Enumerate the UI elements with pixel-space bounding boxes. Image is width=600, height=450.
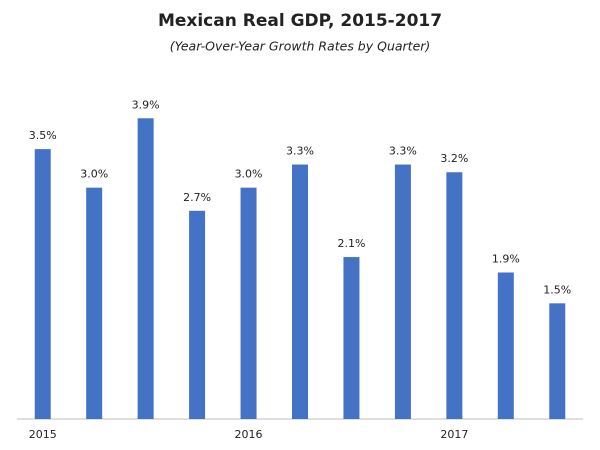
x-tick-label: 2016 [235,428,263,441]
value-label: 2.7% [183,191,211,204]
value-label: 3.2% [440,152,468,165]
bar [240,187,257,419]
chart-title: Mexican Real GDP, 2015-2017 [158,11,442,31]
bar [343,257,360,419]
value-label: 3.3% [286,145,314,158]
value-label: 1.9% [492,252,520,265]
x-tick-label: 2017 [440,428,468,441]
value-label: 1.5% [543,283,571,296]
value-label: 3.3% [389,145,417,158]
bar [292,164,308,419]
value-label: 3.5% [29,129,57,142]
bar [446,172,463,419]
bar [394,164,411,419]
value-label: 2.1% [337,237,365,250]
value-label: 3.0% [235,168,263,181]
value-label: 3.9% [132,98,160,111]
bar [86,187,103,419]
bar [34,149,51,419]
value-label: 3.0% [80,168,108,181]
bar [189,210,206,419]
bar [137,118,154,420]
x-tick-label: 2015 [29,428,57,441]
chart-subtitle: (Year-Over-Year Growth Rates by Quarter) [170,39,431,54]
bar [497,272,514,419]
bar [549,303,566,419]
